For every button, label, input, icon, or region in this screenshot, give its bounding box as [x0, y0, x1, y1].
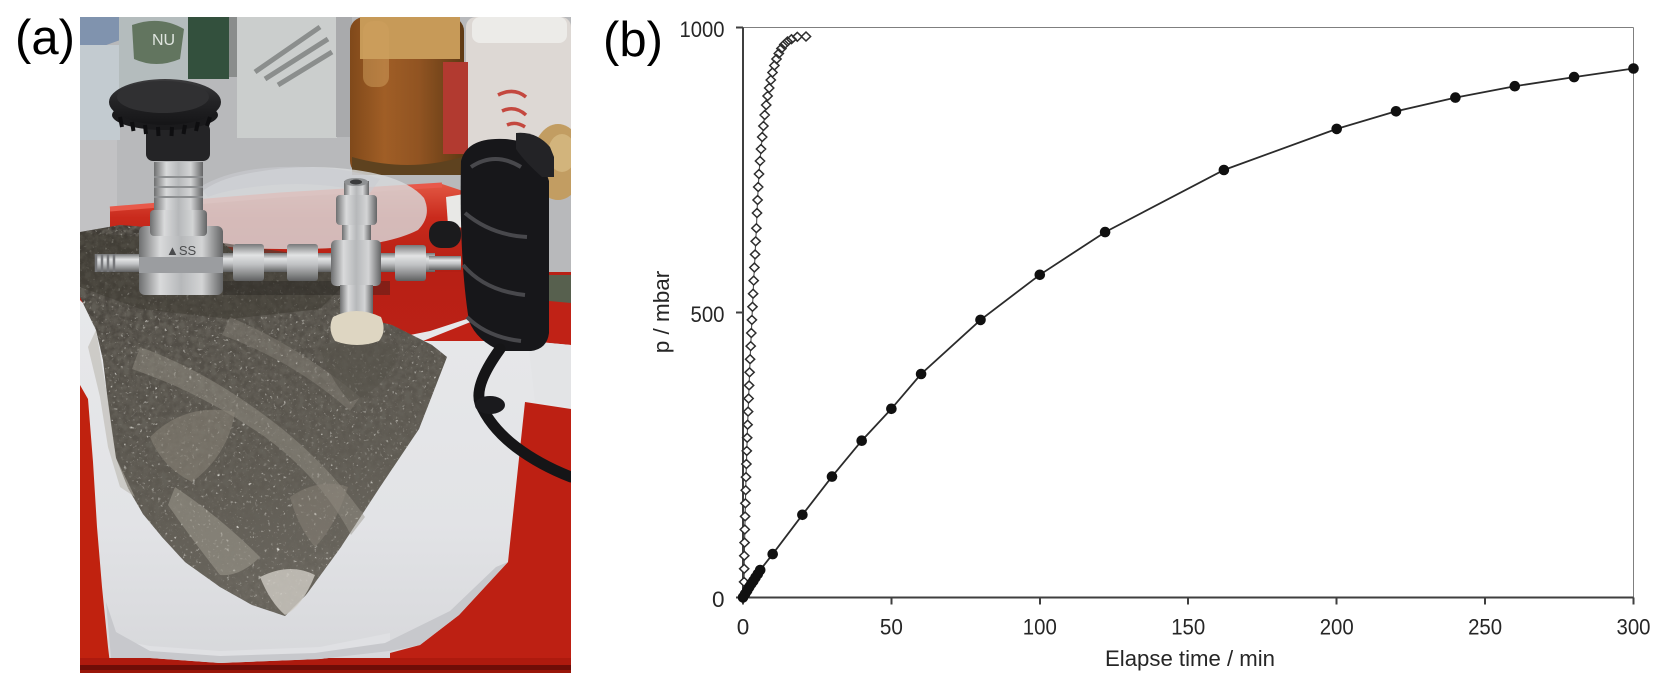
- svg-text:Elapse time / min: Elapse time / min: [1105, 646, 1275, 671]
- svg-text:300: 300: [1617, 614, 1651, 639]
- svg-text:50: 50: [880, 614, 903, 639]
- svg-text:p / mbar: p / mbar: [649, 270, 674, 353]
- svg-text:1000: 1000: [680, 17, 725, 42]
- svg-text:500: 500: [691, 302, 725, 327]
- svg-text:▲SS: ▲SS: [166, 243, 197, 258]
- svg-text:100: 100: [1023, 614, 1057, 639]
- svg-text:150: 150: [1171, 614, 1205, 639]
- svg-text:0: 0: [737, 614, 750, 639]
- svg-text:0: 0: [712, 587, 725, 612]
- svg-text:250: 250: [1468, 614, 1502, 639]
- svg-text:NU: NU: [152, 32, 175, 49]
- svg-text:200: 200: [1320, 614, 1354, 639]
